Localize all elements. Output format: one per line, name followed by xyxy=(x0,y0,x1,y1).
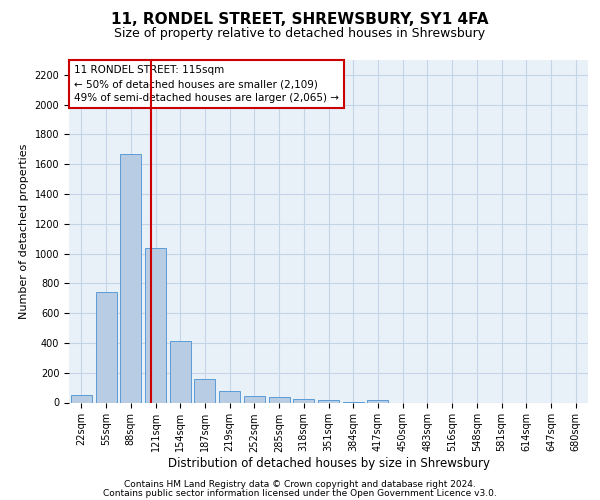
Bar xyxy=(145,248,166,402)
Text: Contains HM Land Registry data © Crown copyright and database right 2024.: Contains HM Land Registry data © Crown c… xyxy=(124,480,476,489)
Bar xyxy=(95,292,116,403)
Bar xyxy=(293,399,314,402)
Text: 11, RONDEL STREET, SHREWSBURY, SY1 4FA: 11, RONDEL STREET, SHREWSBURY, SY1 4FA xyxy=(111,12,489,28)
Text: Contains public sector information licensed under the Open Government Licence v3: Contains public sector information licen… xyxy=(103,488,497,498)
Bar xyxy=(120,154,141,402)
Bar xyxy=(194,380,215,402)
Text: 11 RONDEL STREET: 115sqm
← 50% of detached houses are smaller (2,109)
49% of sem: 11 RONDEL STREET: 115sqm ← 50% of detach… xyxy=(74,65,339,103)
Bar xyxy=(367,400,388,402)
Bar xyxy=(269,396,290,402)
X-axis label: Distribution of detached houses by size in Shrewsbury: Distribution of detached houses by size … xyxy=(167,458,490,470)
Text: Size of property relative to detached houses in Shrewsbury: Size of property relative to detached ho… xyxy=(115,28,485,40)
Bar xyxy=(170,342,191,402)
Bar xyxy=(71,395,92,402)
Bar xyxy=(318,400,339,402)
Bar xyxy=(244,396,265,402)
Y-axis label: Number of detached properties: Number of detached properties xyxy=(19,144,29,319)
Bar xyxy=(219,390,240,402)
